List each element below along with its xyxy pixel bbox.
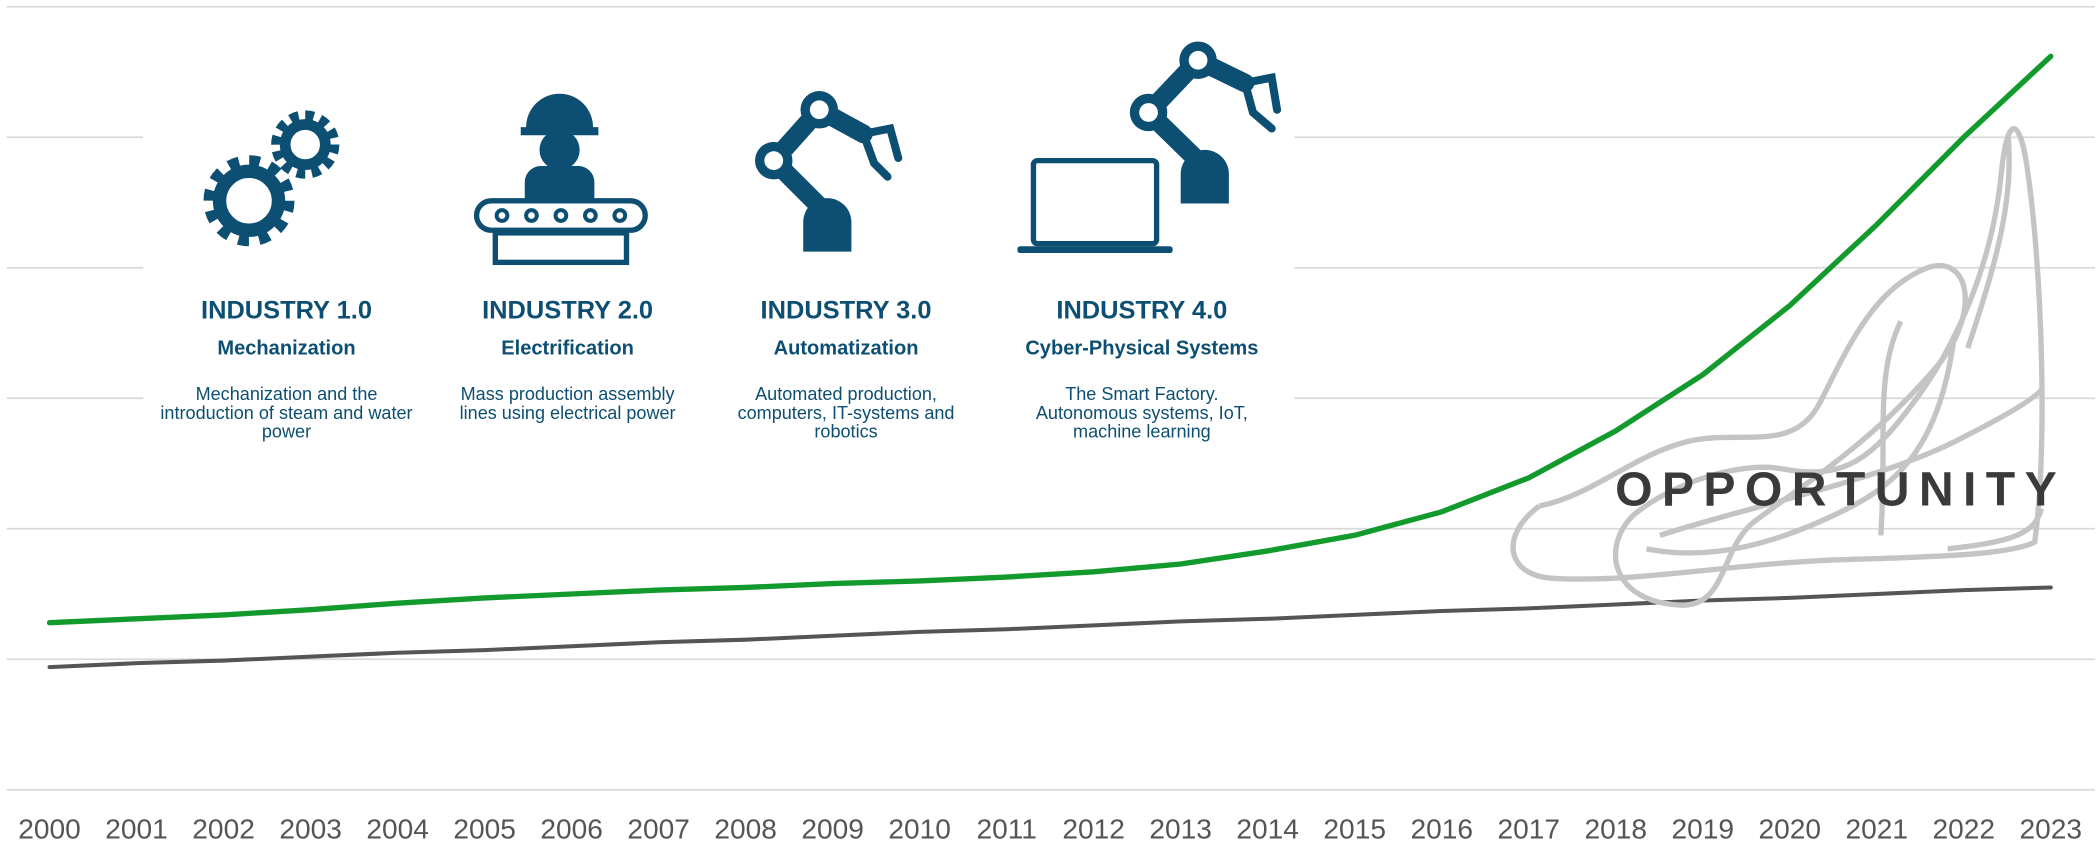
x-tick-label: 2001 <box>105 814 168 845</box>
panel-subtitle: Cyber-Physical Systems <box>1025 338 1258 360</box>
x-tick-label: 2009 <box>801 814 864 845</box>
x-tick-label: 2008 <box>714 814 777 845</box>
x-tick-label: 2020 <box>1758 814 1821 845</box>
annotation: OPPORTUNITY <box>1615 462 2066 516</box>
panel-title: INDUSTRY 4.0 <box>1056 297 1227 325</box>
data-line <box>50 587 2051 667</box>
panel-description: Mass production assembly lines using ele… <box>440 386 694 423</box>
panel-description: Automated production, computers, IT-syst… <box>726 386 967 442</box>
scribble <box>1513 129 2042 605</box>
x-tick-label: 2000 <box>18 814 81 845</box>
panel-title: INDUSTRY 2.0 <box>482 297 653 325</box>
x-tick-label: 2005 <box>453 814 516 845</box>
chart: INDUSTRY 1.0 Mechanization Mechanization… <box>0 0 2099 846</box>
x-tick-label: 2003 <box>279 814 342 845</box>
x-tick-label: 2021 <box>1845 814 1908 845</box>
x-tick-label: 2015 <box>1323 814 1386 845</box>
x-tick-label: 2014 <box>1236 814 1299 845</box>
x-tick-label: 2019 <box>1671 814 1734 845</box>
x-tick-label: 2013 <box>1149 814 1212 845</box>
x-tick-label: 2022 <box>1932 814 1995 845</box>
panel-subtitle: Electrification <box>501 338 634 360</box>
page: INDUSTRY 1.0 Mechanization Mechanization… <box>0 0 2099 846</box>
x-tick-label: 2017 <box>1497 814 1560 845</box>
x-axis: 2000 2001 2002 2003 2004 2005 2006 2007 2008 2009… <box>18 814 2082 845</box>
panel-description: The Smart Factory. Autonomous systems, I… <box>1015 386 1269 442</box>
x-tick-label: 2002 <box>192 814 255 845</box>
panel-title: INDUSTRY 3.0 <box>761 297 932 325</box>
x-tick-label: 2004 <box>366 814 429 845</box>
x-tick-label: 2011 <box>976 814 1036 845</box>
panel-description-box: Mechanization and the introduction of st… <box>159 386 413 453</box>
panel-description-box: The Smart Factory. Autonomous systems, I… <box>1015 386 1269 453</box>
x-tick-label: 2010 <box>888 814 951 845</box>
x-tick-label: 2018 <box>1584 814 1647 845</box>
panel-description-box: Automated production, computers, IT-syst… <box>726 386 967 453</box>
panel-subtitle: Mechanization <box>217 338 355 360</box>
panel-subtitle: Automatization <box>774 338 919 360</box>
x-tick-label: 2006 <box>540 814 603 845</box>
x-tick-label: 2016 <box>1410 814 1473 845</box>
panel-title: INDUSTRY 1.0 <box>201 297 372 325</box>
x-tick-label: 2007 <box>627 814 690 845</box>
x-tick-label: 2023 <box>2020 814 2083 845</box>
panel-description: Mechanization and the introduction of st… <box>159 386 413 442</box>
x-tick-label: 2012 <box>1062 814 1125 845</box>
panel-description-box: Mass production assembly lines using ele… <box>440 386 694 453</box>
